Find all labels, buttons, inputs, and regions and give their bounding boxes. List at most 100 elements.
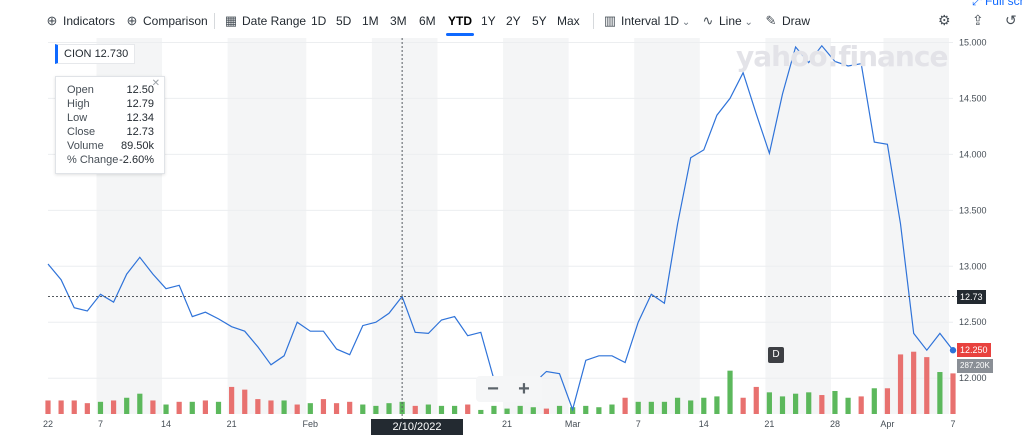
chart-type-dropdown[interactable]: ∿ Line ⌄ bbox=[701, 11, 753, 31]
chart-toolbar: ⊕ Indicators ⊕ Comparison ▦ Date Range 1D 5… bbox=[0, 0, 1024, 40]
pencil-icon: ✎ bbox=[765, 13, 777, 28]
volume-bar bbox=[268, 400, 274, 414]
date-tick-label: 22 bbox=[43, 419, 53, 429]
share-icon[interactable]: ⇪ bbox=[972, 12, 984, 28]
crosshair-price-tag: 12.73 bbox=[957, 289, 986, 304]
volume-bar bbox=[648, 401, 654, 414]
interval-dropdown[interactable]: ▥ Interval 1D ⌄ bbox=[603, 11, 690, 31]
volume-bar bbox=[819, 395, 825, 414]
ticker-price: 12.730 bbox=[94, 48, 129, 60]
dividend-event-badge[interactable]: D bbox=[768, 347, 784, 363]
low-row: Low 12.34 bbox=[67, 112, 154, 124]
volume-bar bbox=[255, 399, 261, 414]
calendar-icon: ▦ bbox=[224, 13, 238, 28]
volume-bar bbox=[753, 386, 759, 414]
volume-bar bbox=[97, 401, 104, 414]
volume-bar bbox=[622, 397, 628, 414]
open-row: Open 12.50 bbox=[67, 84, 154, 96]
volume-bar bbox=[84, 403, 90, 414]
volume-bar bbox=[858, 396, 864, 414]
volume-bar bbox=[714, 396, 720, 414]
volume-bar bbox=[373, 405, 379, 414]
high-row: High 12.79 bbox=[67, 98, 154, 110]
price-tick-label: 14.500 bbox=[959, 93, 987, 103]
volume-bar bbox=[674, 397, 681, 414]
volume-bar bbox=[609, 404, 615, 414]
volume-bar bbox=[71, 400, 77, 414]
full-screen-link[interactable]: ⤢ Full screen bbox=[972, 0, 1024, 9]
volume-bar bbox=[727, 370, 733, 414]
week-bands bbox=[96, 38, 949, 414]
volume-bar bbox=[871, 388, 877, 414]
week-band bbox=[371, 38, 438, 414]
volume-bar bbox=[950, 373, 956, 414]
date-tick-label: 7 bbox=[950, 419, 955, 429]
reset-icon[interactable]: ↺ bbox=[1005, 12, 1017, 28]
volume-bar bbox=[556, 405, 563, 414]
range-5y[interactable]: 5Y bbox=[532, 14, 547, 28]
last-volume-tag: 287.20K bbox=[957, 359, 993, 374]
date-tick-label: 14 bbox=[161, 419, 171, 429]
plus-circle-icon: ⊕ bbox=[126, 13, 138, 28]
range-1m[interactable]: 1M bbox=[362, 14, 379, 28]
volume-bar bbox=[215, 401, 222, 414]
price-tick-label: 14.000 bbox=[959, 149, 987, 159]
range-1d[interactable]: 1D bbox=[311, 14, 327, 28]
close-icon[interactable]: ✕ bbox=[151, 78, 160, 89]
volume-bar bbox=[137, 393, 143, 414]
price-tick-label: 12.500 bbox=[959, 317, 987, 327]
range-2y[interactable]: 2Y bbox=[506, 14, 521, 28]
crosshair-date-label: 2/10/2022 bbox=[371, 419, 463, 435]
volume-bar bbox=[150, 400, 156, 414]
range-1y[interactable]: 1Y bbox=[481, 14, 496, 28]
volume-bar bbox=[884, 388, 891, 414]
volume-bar bbox=[897, 354, 904, 414]
range-ytd[interactable]: YTD bbox=[446, 11, 474, 36]
volume-bar bbox=[937, 372, 943, 414]
volume-bar bbox=[491, 405, 497, 414]
last-price-tag: 12.250 bbox=[957, 343, 991, 358]
close-row: Close 12.73 bbox=[67, 126, 154, 138]
comparison-button[interactable]: ⊕ Comparison bbox=[125, 11, 208, 31]
date-tick-label: 28 bbox=[830, 419, 840, 429]
zoom-out-button[interactable]: − bbox=[487, 378, 499, 400]
volume-bar bbox=[701, 397, 707, 414]
ticker: CION bbox=[64, 48, 92, 60]
range-max[interactable]: Max bbox=[557, 14, 580, 28]
volume-bars bbox=[45, 351, 956, 414]
volume-bar bbox=[425, 404, 431, 414]
volume-bar bbox=[242, 389, 248, 414]
volume-bar bbox=[543, 408, 550, 414]
last-price-dot bbox=[949, 347, 957, 354]
volume-bar bbox=[307, 403, 313, 414]
date-range-button[interactable]: ▦ Date Range bbox=[224, 11, 306, 31]
volume-bar bbox=[202, 400, 208, 414]
volume-bar bbox=[504, 408, 510, 414]
volume-bar bbox=[189, 401, 195, 414]
ohlc-tooltip: ✕ Open 12.50 High 12.79 Low 12.34 Close 12.7… bbox=[55, 76, 165, 174]
settings-gear-icon[interactable]: ⚙ bbox=[938, 12, 951, 28]
volume-bar bbox=[320, 399, 327, 414]
indicators-button[interactable]: ⊕ Indicators bbox=[45, 11, 115, 31]
volume-bar bbox=[465, 404, 471, 414]
date-tick-label: 7 bbox=[636, 419, 641, 429]
volume-bar bbox=[661, 401, 668, 414]
volume-bar bbox=[688, 400, 694, 414]
volume-row: Volume 89.50k bbox=[67, 140, 154, 152]
zoom-in-button[interactable]: + bbox=[518, 378, 530, 400]
volume-bar bbox=[740, 397, 746, 414]
volume-bar bbox=[517, 405, 523, 414]
chevron-down-icon: ⌄ bbox=[679, 17, 691, 28]
line-chart-icon: ∿ bbox=[702, 13, 714, 28]
volume-bar bbox=[347, 401, 353, 414]
draw-button[interactable]: ✎ Draw bbox=[764, 11, 810, 31]
yahoo-finance-watermark: yahoo!finance bbox=[736, 40, 948, 73]
range-5d[interactable]: 5D bbox=[336, 14, 352, 28]
date-tick-label: 21 bbox=[227, 419, 237, 429]
volume-bar bbox=[110, 400, 117, 414]
range-3m[interactable]: 3M bbox=[390, 14, 407, 28]
range-6m[interactable]: 6M bbox=[419, 14, 436, 28]
volume-bar bbox=[438, 405, 445, 414]
volume-bar bbox=[294, 404, 300, 414]
